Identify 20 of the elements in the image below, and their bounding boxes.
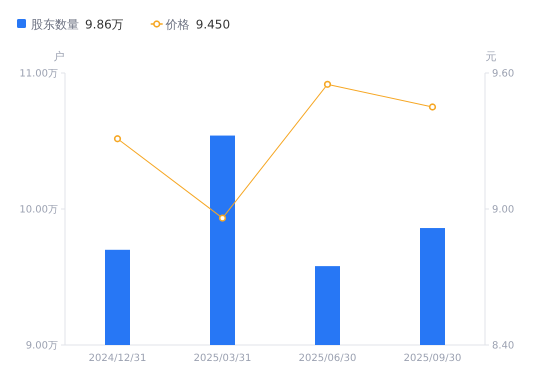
legend-label: 价格 — [164, 18, 190, 32]
x-tick-label: 2025/06/30 — [298, 353, 356, 364]
legend-label: 股东数量 — [31, 18, 79, 32]
point — [324, 80, 332, 88]
y-tick-label: 9.00万 — [26, 340, 58, 352]
point — [218, 214, 226, 222]
y-tick-label: 10.00万 — [19, 204, 58, 216]
point — [114, 135, 122, 142]
y2-tick-label: 9.00 — [492, 204, 514, 216]
x-tick-label: 2025/09/30 — [404, 353, 462, 364]
y-tick-label: 11.00万 — [19, 68, 58, 80]
point — [428, 103, 436, 111]
text: 9.450 — [196, 18, 230, 32]
y2-axis-title: 元 — [486, 50, 496, 63]
y2-tick-label: 9.60 — [492, 68, 514, 80]
x-tick-label: 2024/12/31 — [88, 353, 146, 364]
x-tick-label: 2025/03/31 — [194, 353, 252, 364]
y-axis-title: 户 — [54, 50, 64, 63]
y2-tick-label: 8.40 — [492, 340, 514, 352]
text: 9.86万 — [85, 18, 124, 32]
